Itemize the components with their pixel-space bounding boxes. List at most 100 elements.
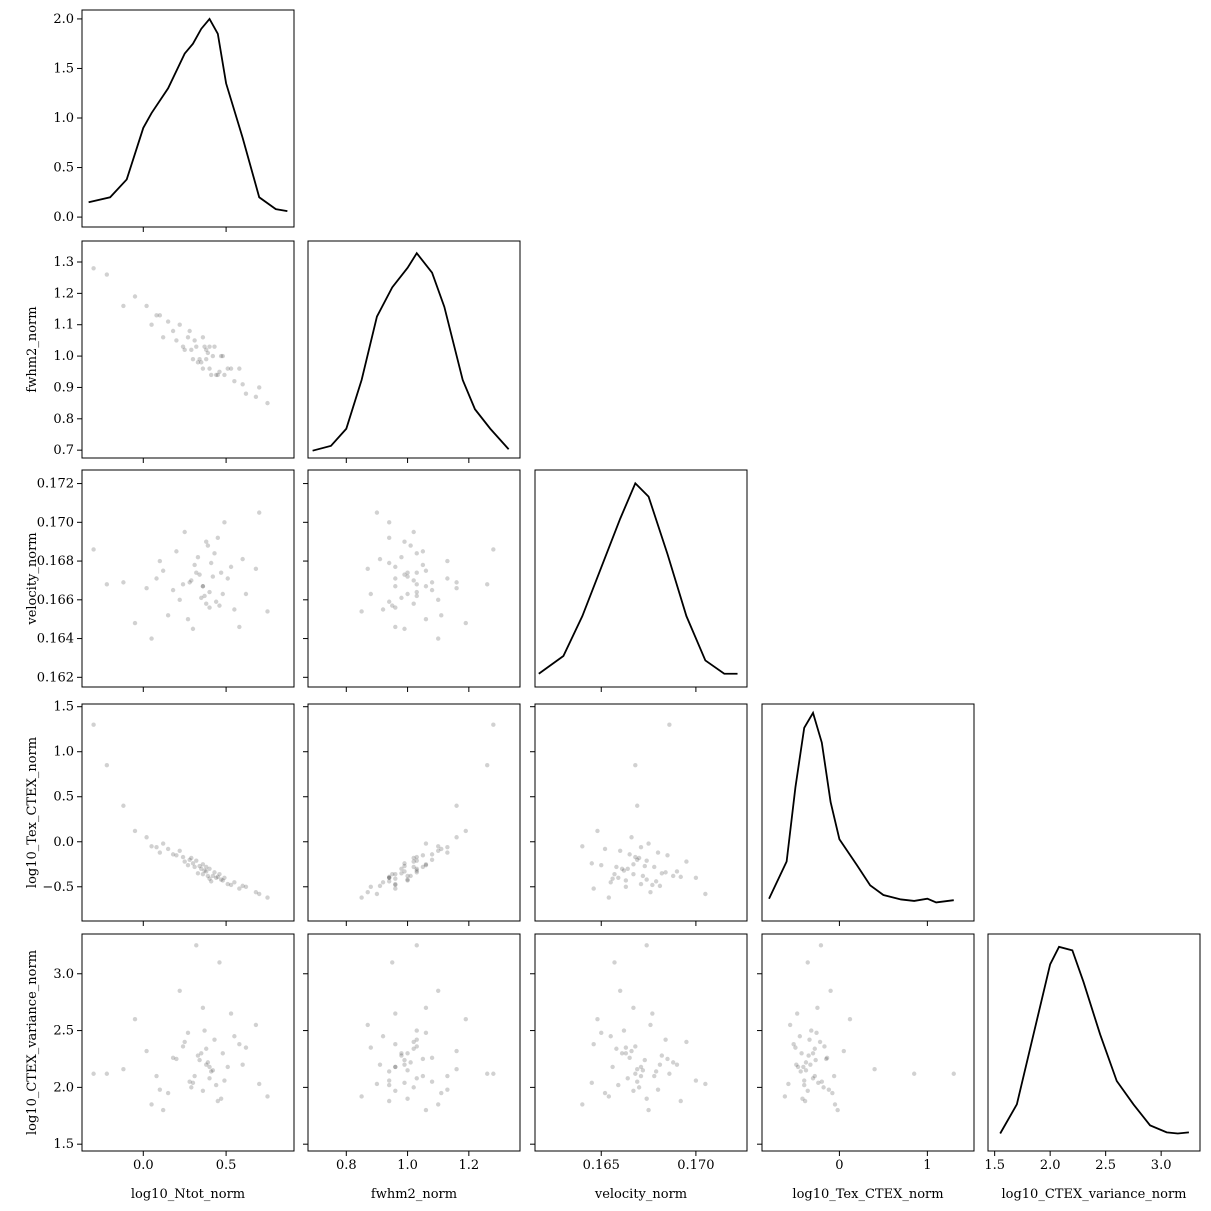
scatter-point xyxy=(812,1073,817,1079)
scatter-point xyxy=(190,626,196,632)
scatter-point xyxy=(653,1069,659,1074)
scatter-point xyxy=(253,1022,259,1028)
scatter-point xyxy=(405,877,410,882)
scatter-point xyxy=(595,828,600,834)
scatter-point xyxy=(616,1082,621,1088)
scatter-point xyxy=(623,1051,629,1056)
y-tick-label: 3.0 xyxy=(53,967,74,982)
scatter-point xyxy=(240,382,245,387)
y-axis-label: log10_Tex_CTEX_norm xyxy=(25,737,40,888)
scatter-point xyxy=(439,1090,444,1096)
scatter-point xyxy=(629,835,634,840)
scatter-point xyxy=(797,1034,803,1039)
scatter-point xyxy=(841,1048,847,1054)
scatter-point xyxy=(154,313,159,318)
scatter-point xyxy=(423,584,429,589)
scatter-point xyxy=(174,853,179,858)
scatter-point xyxy=(423,1107,429,1113)
scatter-point xyxy=(414,551,419,556)
scatter-point xyxy=(265,400,270,406)
scatter-point xyxy=(91,266,96,271)
scatter-point xyxy=(368,884,374,889)
scatter-point xyxy=(693,1078,699,1083)
scatter-point xyxy=(374,1081,380,1087)
scatter-point xyxy=(194,943,199,948)
density-curve xyxy=(768,710,954,904)
scatter-point xyxy=(445,558,450,564)
scatter-point xyxy=(393,881,398,887)
scatter-point xyxy=(445,1073,450,1079)
scatter-point xyxy=(144,1048,149,1054)
scatter-point xyxy=(199,1051,204,1056)
scatter-point xyxy=(674,869,680,874)
scatter-point xyxy=(638,1073,644,1079)
scatter-point xyxy=(217,369,222,374)
scatter-point xyxy=(591,1042,596,1047)
x-tick-label: 1 xyxy=(923,1158,931,1173)
scatter-point xyxy=(674,1062,680,1067)
scatter-point xyxy=(121,803,126,808)
scatter-point xyxy=(405,1051,410,1056)
scatter-point xyxy=(265,895,270,900)
scatter-point xyxy=(220,353,225,359)
scatter-point xyxy=(405,878,410,883)
scatter-point xyxy=(225,366,230,371)
scatter-point xyxy=(218,877,224,882)
scatter-point xyxy=(793,1045,798,1050)
scatter-point xyxy=(429,1079,435,1084)
scatter-point xyxy=(678,1098,683,1104)
scatter-point xyxy=(217,603,222,608)
panel-frame xyxy=(534,703,748,922)
scatter-point xyxy=(165,319,171,324)
scatter-point xyxy=(463,828,468,834)
scatter-point xyxy=(830,1090,835,1096)
scatter-point xyxy=(377,556,383,562)
scatter-point xyxy=(374,891,380,897)
scatter-point xyxy=(625,1076,630,1081)
scatter-point xyxy=(657,883,663,889)
scatter-point xyxy=(821,1085,826,1090)
scatter-point xyxy=(429,580,435,585)
x-tick-label: 0 xyxy=(835,1158,843,1173)
scatter-point xyxy=(208,372,214,378)
scatter-point xyxy=(652,1073,657,1079)
y-tick-label: 1.3 xyxy=(53,255,74,270)
scatter-point xyxy=(212,870,217,875)
scatter-point xyxy=(423,568,429,573)
scatter-point xyxy=(408,543,413,548)
scatter-point xyxy=(200,1088,206,1093)
scatter-point xyxy=(454,1066,459,1072)
scatter-point xyxy=(485,582,490,587)
y-tick-label: 0.9 xyxy=(53,380,74,395)
scatter-point xyxy=(638,844,644,850)
x-axis-label: velocity_norm xyxy=(594,1187,687,1202)
scatter-point xyxy=(386,879,392,884)
scatter-point xyxy=(805,1088,810,1093)
panel-frame xyxy=(81,240,295,459)
scatter-point xyxy=(414,858,419,863)
scatter-point xyxy=(803,1068,809,1073)
scatter-point xyxy=(627,852,632,857)
scatter-point xyxy=(393,605,398,610)
scatter-point xyxy=(635,1066,640,1072)
y-tick-label: 0.8 xyxy=(53,412,74,427)
scatter-point xyxy=(104,763,110,768)
scatter-point xyxy=(485,1071,490,1076)
scatter-point xyxy=(199,866,204,871)
scatter-point xyxy=(445,850,450,855)
scatter-point xyxy=(157,558,163,564)
scatter-point xyxy=(808,1062,813,1067)
y-tick-label: 1.2 xyxy=(53,286,74,301)
scatter-point xyxy=(207,1064,212,1070)
scatter-point xyxy=(411,1046,416,1051)
scatter-point xyxy=(185,616,191,622)
scatter-point xyxy=(636,1085,642,1090)
scatter-point xyxy=(791,1042,796,1047)
scatter-point xyxy=(210,574,216,579)
scatter-point xyxy=(436,597,441,603)
scatter-point xyxy=(402,572,407,577)
scatter-point xyxy=(205,873,211,879)
scatter-point xyxy=(650,882,655,888)
scatter-point xyxy=(595,1017,600,1022)
scatter-point xyxy=(659,871,665,876)
